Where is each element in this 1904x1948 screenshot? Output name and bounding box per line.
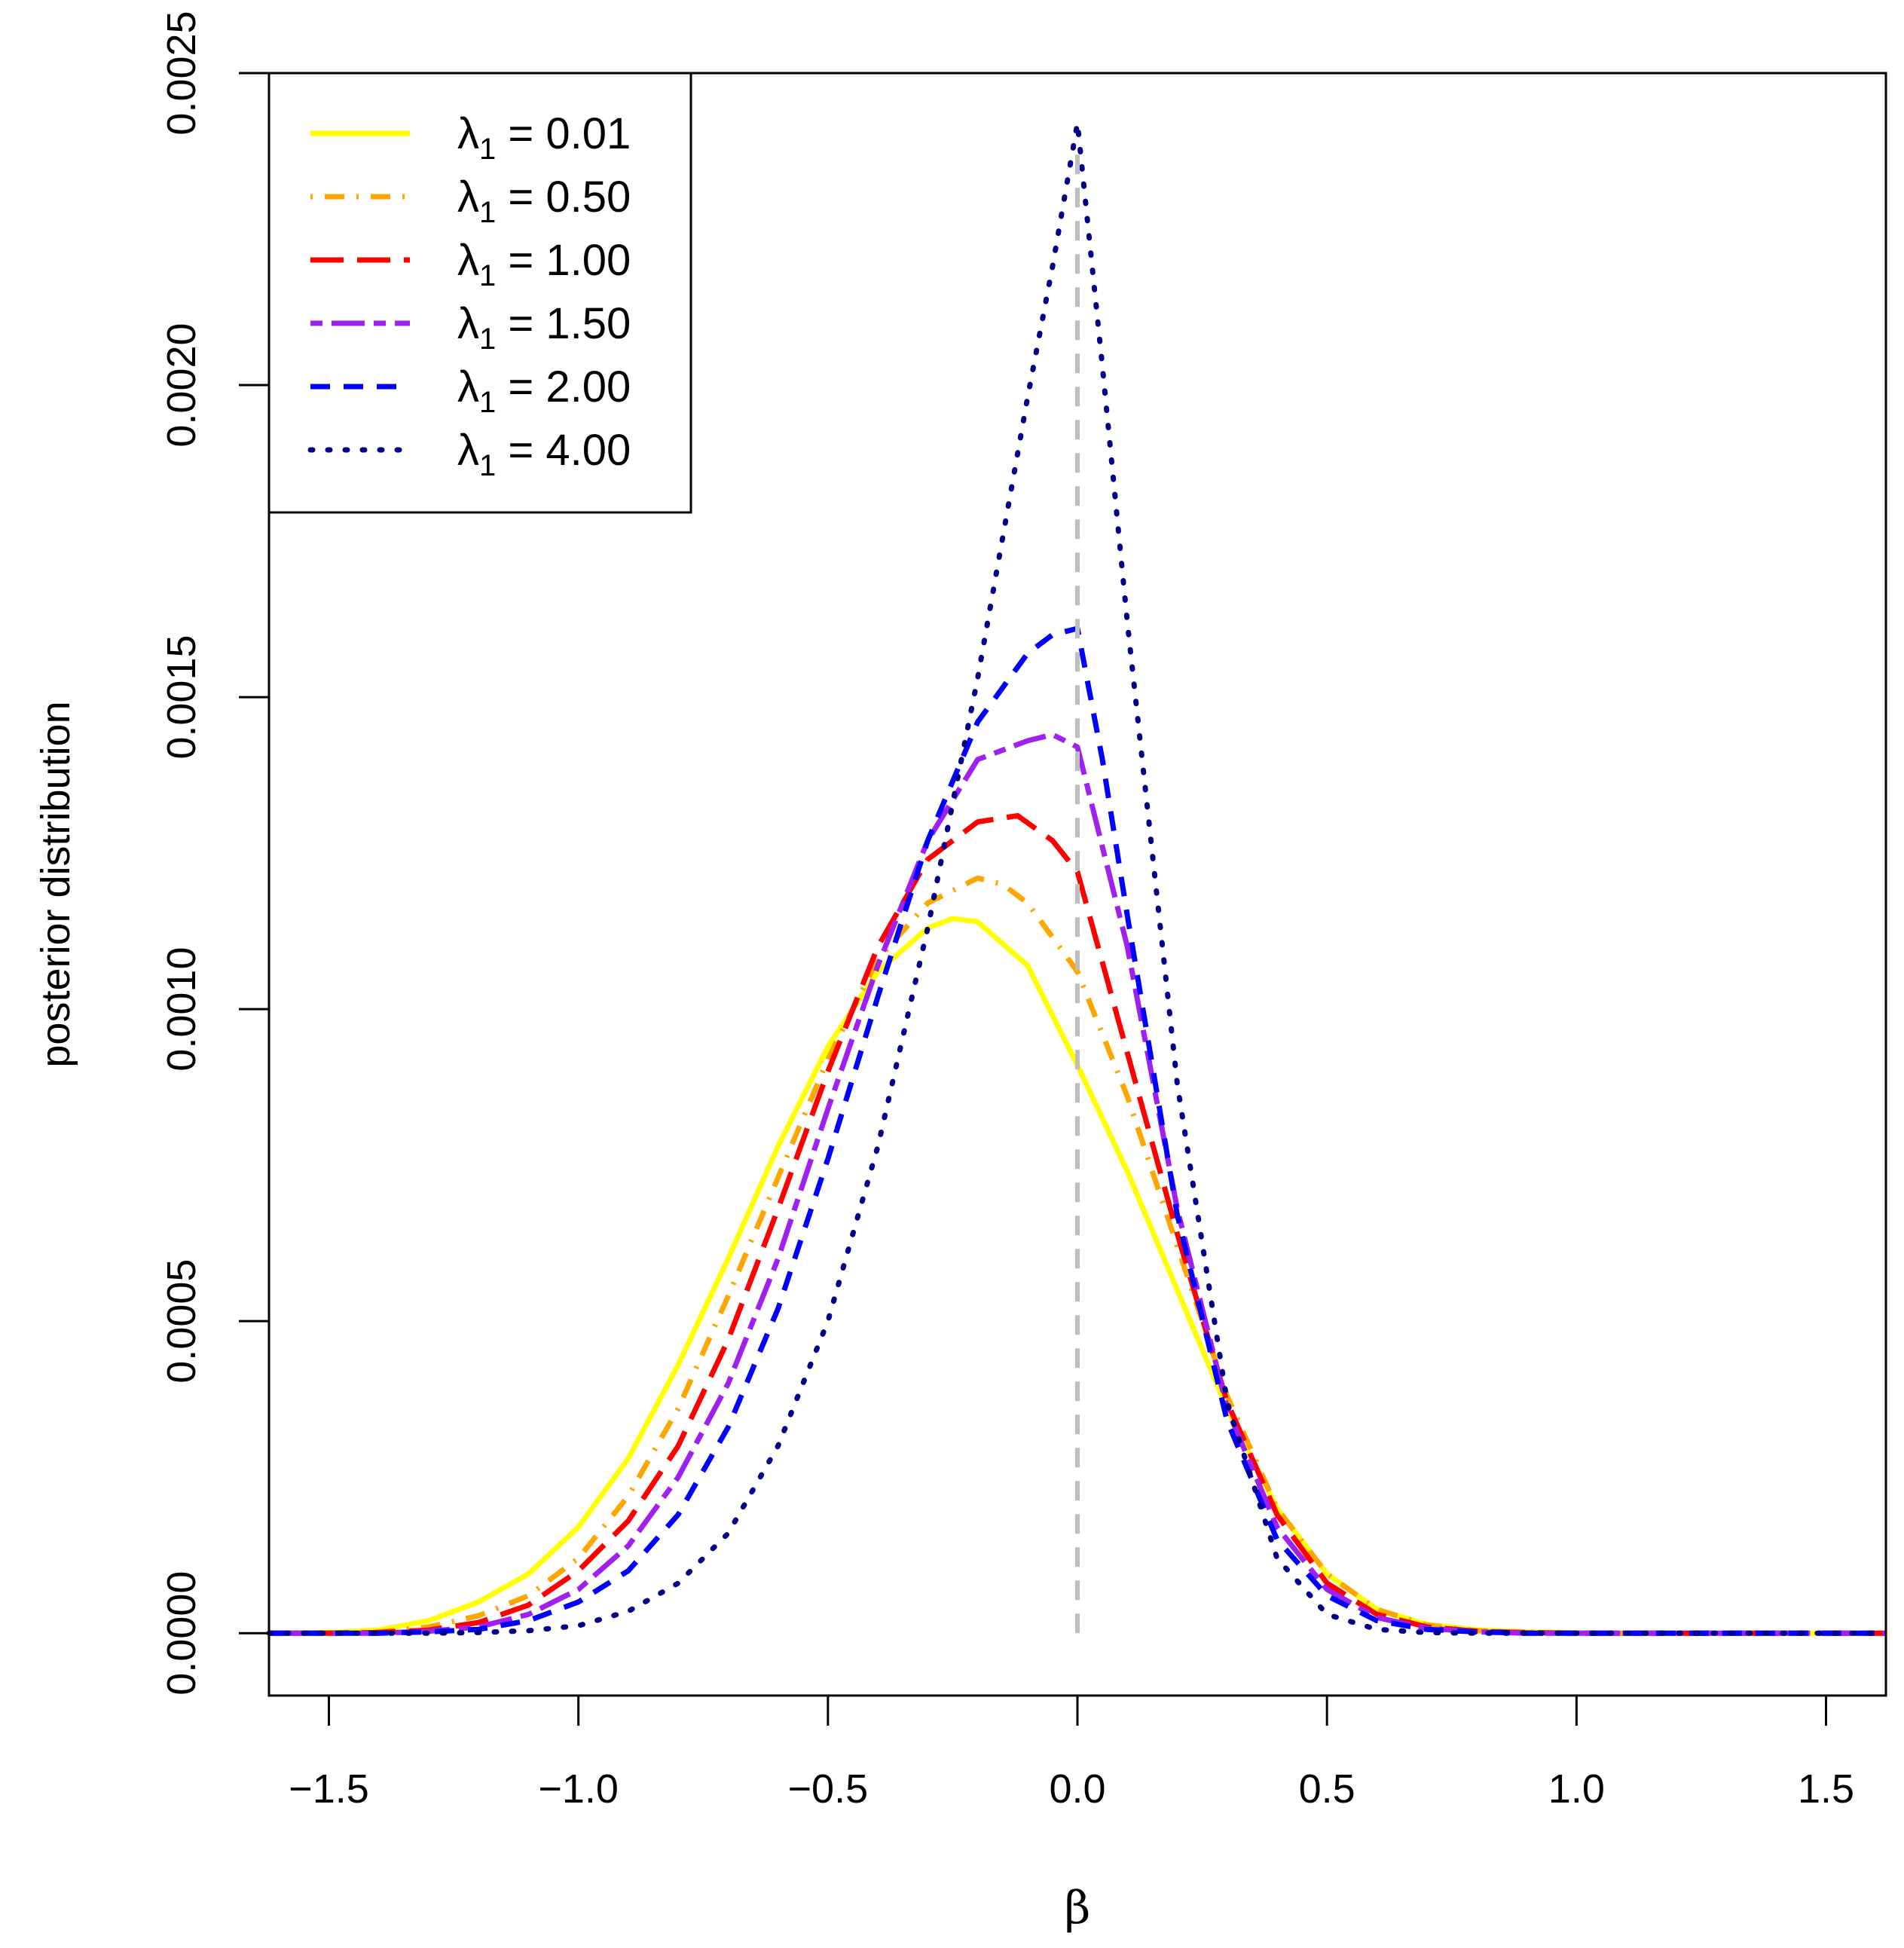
x-tick-label-2: −0.5 — [788, 1766, 869, 1812]
y-tick-label-1: 0.0005 — [159, 1259, 204, 1384]
legend-label-1: λ1 = 0.50 — [457, 173, 631, 229]
y-axis: 0.0000 0.0005 0.0010 0.0015 0.0020 0.0025 — [159, 11, 270, 1696]
series-line-3 — [269, 732, 1886, 1636]
y-axis-title: posterior distribution — [33, 701, 78, 1067]
x-tick-label-4: 0.5 — [1299, 1766, 1355, 1812]
legend-box — [267, 72, 692, 514]
legend-label-0: λ1 = 0.01 — [457, 109, 631, 166]
x-tick-label-1: −1.0 — [538, 1766, 619, 1812]
legend: λ1 = 0.01 λ1 = 0.50 λ1 = 1.00 λ1 = 1.50 λ1 =… — [267, 72, 692, 514]
y-tick-label-5: 0.0025 — [159, 11, 204, 135]
y-tick-label-2: 0.0010 — [159, 947, 204, 1072]
series-line-4 — [269, 625, 1886, 1636]
legend-label-4: λ1 = 2.00 — [457, 362, 631, 419]
y-tick-label-0: 0.0000 — [159, 1571, 204, 1696]
x-tick-label-0: −1.5 — [289, 1766, 369, 1812]
x-axis: −1.5 −1.0 −0.5 0.0 0.5 1.0 1.5 — [289, 1694, 1854, 1812]
series-line-2 — [269, 812, 1886, 1636]
series-group — [266, 120, 1889, 1636]
y-tick-label-4: 0.0020 — [159, 323, 204, 447]
x-tick-label-6: 1.5 — [1798, 1766, 1854, 1812]
x-axis-title: β — [1065, 1882, 1091, 1934]
legend-label-5: λ1 = 4.00 — [457, 426, 631, 482]
x-tick-label-3: 0.0 — [1049, 1766, 1105, 1812]
legend-label-2: λ1 = 1.00 — [457, 236, 631, 292]
y-tick-label-3: 0.0015 — [159, 635, 204, 759]
x-tick-label-5: 1.0 — [1548, 1766, 1605, 1812]
legend-label-3: λ1 = 1.50 — [457, 299, 631, 356]
series-line-5 — [266, 120, 1889, 1636]
